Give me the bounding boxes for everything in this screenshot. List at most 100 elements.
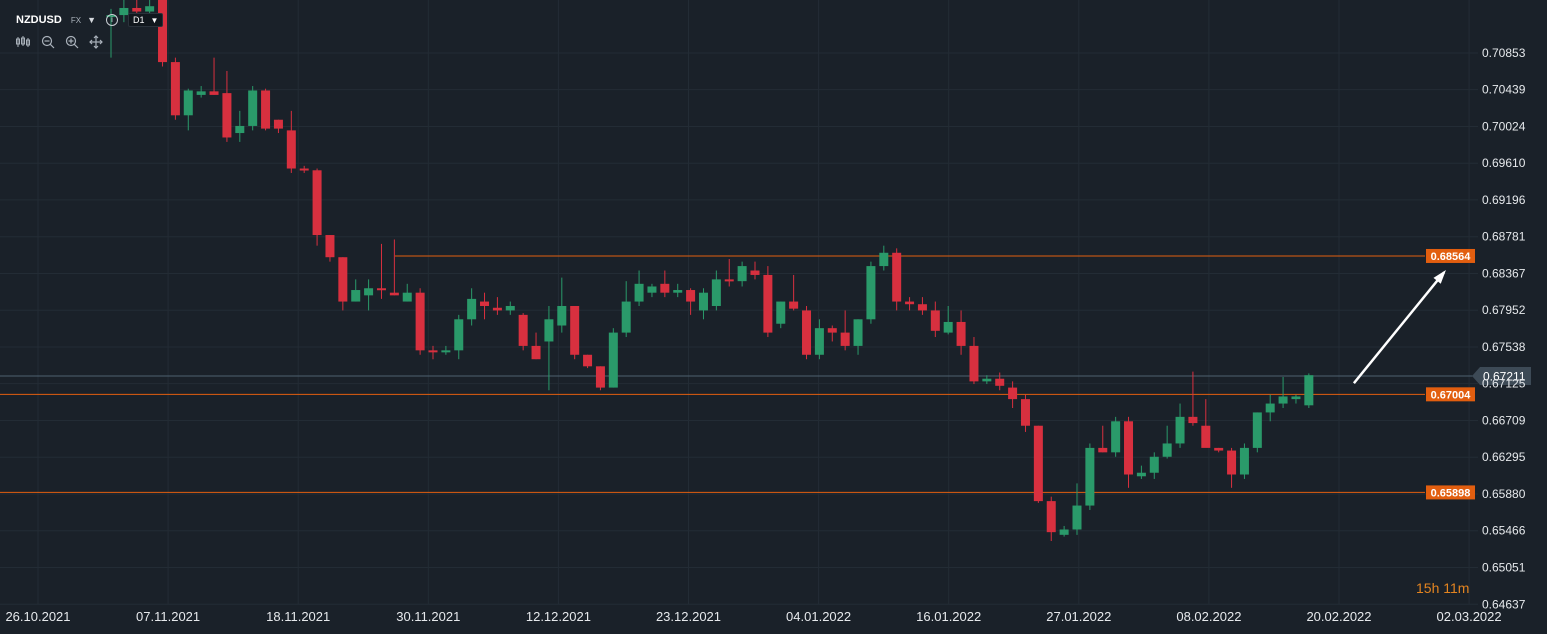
candle[interactable]	[351, 279, 361, 302]
candle[interactable]	[814, 319, 824, 360]
candle[interactable]	[634, 270, 644, 306]
candle[interactable]	[673, 283, 683, 298]
candle[interactable]	[1098, 425, 1108, 453]
zoom-out-icon[interactable]	[39, 34, 57, 50]
candle[interactable]	[119, 0, 129, 23]
candle[interactable]	[1136, 465, 1146, 479]
candle[interactable]	[647, 283, 657, 298]
candle[interactable]	[1111, 416, 1121, 457]
candle[interactable]	[299, 165, 309, 173]
candle[interactable]	[750, 261, 760, 280]
candle[interactable]	[1046, 496, 1056, 542]
candle[interactable]	[1214, 447, 1224, 453]
candle[interactable]	[802, 305, 812, 360]
candle[interactable]	[608, 328, 618, 388]
candle[interactable]	[1175, 403, 1185, 448]
candle[interactable]	[866, 261, 876, 324]
candle[interactable]	[776, 301, 786, 329]
candle[interactable]	[905, 297, 915, 311]
candle[interactable]	[711, 270, 721, 311]
candle[interactable]	[956, 310, 966, 355]
candle[interactable]	[402, 283, 412, 302]
candle[interactable]	[235, 110, 245, 142]
candle[interactable]	[686, 288, 696, 315]
candle[interactable]	[879, 245, 889, 271]
candle[interactable]	[943, 305, 953, 335]
candle[interactable]	[248, 86, 258, 131]
candle[interactable]	[196, 86, 206, 98]
candle[interactable]	[1304, 373, 1314, 408]
candle[interactable]	[1252, 412, 1262, 453]
candle[interactable]	[1227, 447, 1237, 488]
symbol-label[interactable]: NZDUSD	[16, 14, 62, 26]
candle[interactable]	[544, 305, 554, 391]
candle[interactable]	[583, 354, 593, 369]
candle[interactable]	[454, 314, 464, 360]
candle[interactable]	[531, 332, 541, 360]
candle[interactable]	[930, 301, 940, 338]
candle[interactable]	[570, 305, 580, 360]
candle[interactable]	[273, 119, 283, 134]
candle[interactable]	[698, 288, 708, 320]
candle[interactable]	[158, 0, 168, 67]
candle[interactable]	[789, 274, 799, 311]
candle[interactable]	[840, 310, 850, 351]
candle[interactable]	[763, 266, 773, 338]
candle[interactable]	[286, 110, 296, 173]
candle[interactable]	[312, 168, 322, 246]
candle[interactable]	[183, 88, 193, 131]
move-icon[interactable]	[87, 34, 105, 50]
candle[interactable]	[505, 301, 515, 315]
info-icon[interactable]: i	[106, 14, 118, 26]
candle[interactable]	[969, 337, 979, 385]
symbol-dropdown-icon[interactable]: ▼	[87, 15, 96, 25]
candle[interactable]	[1085, 443, 1095, 510]
candle[interactable]	[209, 57, 219, 95]
candle[interactable]	[1278, 376, 1288, 408]
candle[interactable]	[1008, 381, 1018, 408]
candle[interactable]	[995, 372, 1005, 391]
candle[interactable]	[917, 297, 927, 315]
candle[interactable]	[1124, 416, 1134, 488]
candle[interactable]	[557, 277, 567, 333]
candle[interactable]	[389, 239, 399, 296]
candle[interactable]	[1188, 371, 1198, 426]
candle[interactable]	[827, 325, 837, 342]
candle[interactable]	[480, 292, 490, 320]
candle[interactable]	[467, 288, 477, 326]
candle[interactable]	[1201, 399, 1211, 448]
bars-icon[interactable]	[15, 34, 33, 50]
candle[interactable]	[737, 261, 747, 287]
timeframe-select[interactable]: D1 ▼	[128, 13, 164, 27]
candle[interactable]	[1162, 425, 1172, 459]
candle[interactable]	[364, 279, 374, 311]
candle[interactable]	[853, 319, 863, 355]
candle[interactable]	[1059, 525, 1069, 537]
candle[interactable]	[325, 235, 335, 262]
zoom-in-icon[interactable]	[63, 34, 81, 50]
candle[interactable]	[492, 297, 502, 315]
candle[interactable]	[1020, 394, 1030, 432]
candle[interactable]	[1149, 452, 1159, 479]
candle[interactable]	[441, 345, 451, 355]
candle[interactable]	[518, 313, 528, 351]
candle[interactable]	[222, 70, 232, 142]
candle[interactable]	[170, 57, 180, 120]
candle[interactable]	[1239, 443, 1249, 479]
candle[interactable]	[595, 366, 605, 391]
candle[interactable]	[1291, 394, 1301, 404]
candle[interactable]	[338, 257, 348, 311]
candle[interactable]	[724, 258, 734, 287]
candle[interactable]	[376, 243, 386, 299]
candle[interactable]	[892, 248, 902, 311]
candle[interactable]	[621, 281, 631, 338]
candle[interactable]	[1265, 394, 1275, 422]
candle[interactable]	[261, 88, 271, 131]
candle[interactable]	[1072, 483, 1082, 535]
candle[interactable]	[415, 288, 425, 355]
candle[interactable]	[428, 345, 438, 360]
candle[interactable]	[1033, 425, 1043, 503]
candle[interactable]	[660, 270, 670, 298]
candle[interactable]	[982, 375, 992, 385]
